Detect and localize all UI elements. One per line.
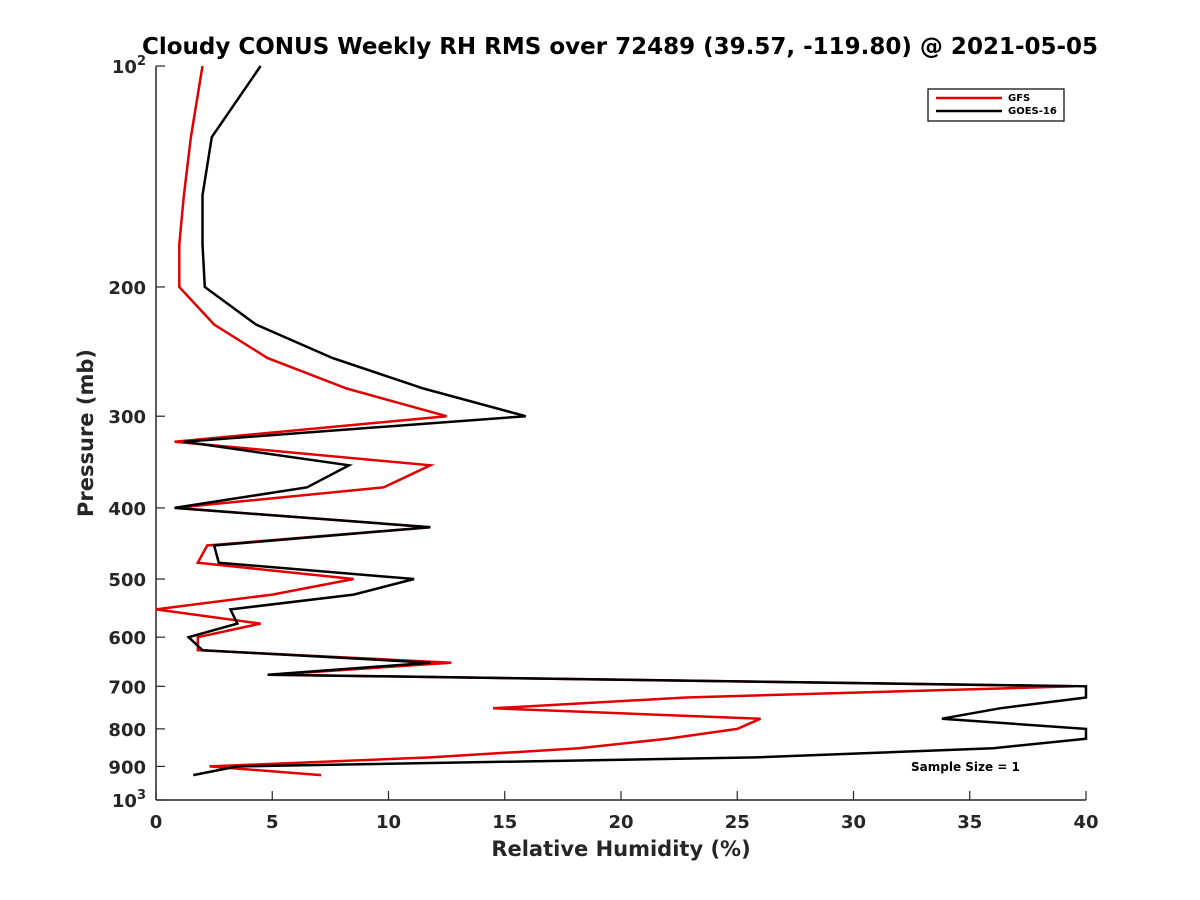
y-tick-label: 500 <box>108 570 146 591</box>
x-tick-label: 25 <box>725 812 750 833</box>
x-tick-label: 10 <box>376 812 401 833</box>
x-axis-label: Relative Humidity (%) <box>491 837 750 861</box>
y-tick-label: 900 <box>108 757 146 778</box>
y-tick-label: 800 <box>108 720 146 741</box>
y-axis-ticks: 102 200 300 400 500 600 700 800 900 103 <box>108 54 165 812</box>
x-tick-label: 40 <box>1073 812 1098 833</box>
sample-size-annotation: Sample Size = 1 <box>911 760 1020 774</box>
x-tick-label: 20 <box>608 812 633 833</box>
x-tick-label: 35 <box>957 812 982 833</box>
y-tick-label: 400 <box>108 499 146 520</box>
legend-box <box>927 88 1065 122</box>
plot-area <box>155 65 1088 801</box>
legend-label-gfs: GFS <box>1008 93 1030 104</box>
y-tick-label: 103 <box>112 788 146 812</box>
y-tick-label: 300 <box>108 407 146 428</box>
x-tick-label: 30 <box>841 812 866 833</box>
y-tick-label: 102 <box>112 54 146 78</box>
x-tick-label: 5 <box>266 812 279 833</box>
x-axis-ticks: 0 5 10 15 20 25 30 35 40 <box>150 791 1099 833</box>
y-tick-label: 700 <box>108 677 146 698</box>
series-layer <box>155 65 1088 777</box>
series-line-goes16 <box>174 65 1088 777</box>
chart-title: Cloudy CONUS Weekly RH RMS over 72489 (3… <box>142 34 1098 60</box>
y-tick-label: 600 <box>108 628 146 649</box>
legend-label-goes16: GOES-16 <box>1008 106 1057 117</box>
x-tick-label: 0 <box>150 812 163 833</box>
legend: GFS GOES-16 <box>927 88 1065 122</box>
y-tick-label: 200 <box>108 278 146 299</box>
y-axis-label: Pressure (mb) <box>74 349 98 517</box>
series-line-gfs <box>155 65 1075 777</box>
x-tick-label: 15 <box>492 812 517 833</box>
